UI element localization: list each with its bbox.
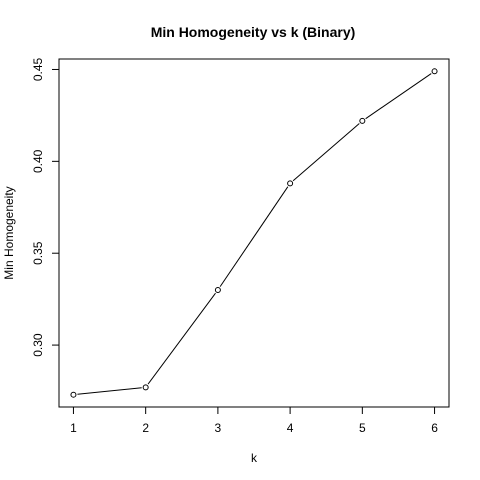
plot-frame [58, 58, 450, 408]
x-tick-label: 6 [431, 421, 438, 435]
series-line-segment [365, 73, 432, 120]
series-line-segment [219, 186, 289, 287]
x-tick-label: 4 [287, 421, 294, 435]
x-axis-label: k [251, 451, 258, 465]
x-tick-label: 3 [215, 421, 222, 435]
y-tick-label: 0.45 [31, 57, 45, 81]
data-point [70, 391, 77, 398]
data-point [287, 180, 294, 187]
x-axis: 1 2 3 4 5 6 [70, 406, 438, 435]
y-tick-label: 0.40 [31, 149, 45, 173]
y-tick-label: 0.30 [31, 333, 45, 357]
data-point [359, 117, 366, 124]
data-point [431, 68, 438, 75]
y-axis-label: Min Homogeneity [2, 186, 16, 279]
series-line-segment [292, 123, 360, 182]
series-line-segment [147, 292, 216, 385]
y-tick-label: 0.35 [31, 241, 45, 265]
chart-title: Min Homogeneity vs k (Binary) [151, 24, 356, 40]
x-tick-label: 5 [359, 421, 366, 435]
data-point [214, 286, 221, 293]
y-axis: 0.30 0.35 0.40 0.45 [31, 57, 60, 357]
series-line-segment [77, 387, 142, 395]
series-layer [70, 68, 438, 398]
x-tick-label: 2 [142, 421, 149, 435]
x-tick-label: 1 [70, 421, 77, 435]
data-point [142, 384, 149, 391]
